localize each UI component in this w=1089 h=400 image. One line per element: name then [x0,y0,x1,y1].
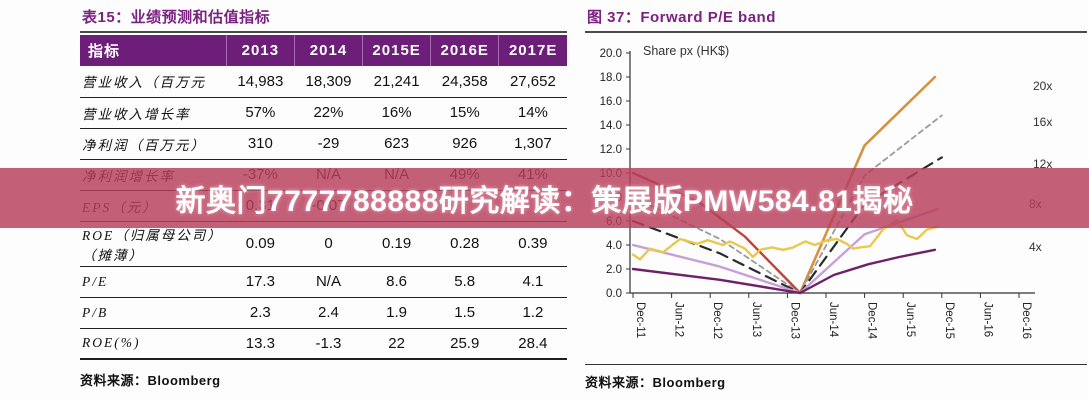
cell-value: 1,307 [498,128,567,160]
chart-title: 图 37：Forward P/E band [585,4,1087,33]
y-tick-label: 16.0 [600,96,622,108]
col-header-2015E: 2015E [362,35,431,66]
band-label-12x: 12x [1033,157,1052,171]
col-header-2014: 2014 [293,35,363,66]
cell-value: 57% [226,97,295,129]
cell-value: 16% [362,97,431,129]
cell-value: 22 [362,328,431,360]
row-label: ROE（归属母公司）（摊薄） [80,221,227,267]
x-tick-label: Jun-14 [827,302,839,338]
cell-value: 14% [498,97,567,129]
table-header-row: 指标 2013 2014 2015E 2016E 2017E [80,35,567,66]
table-row: P/B 2.3 2.4 1.9 1.5 1.2 [80,297,567,329]
overlay-banner: 新奥门7777788888研究解读：策展版PMW584.81揭秘 [0,168,1089,228]
table-title: 表15：业绩预测和估值指标 [80,4,567,33]
cell-value: 17.3 [226,266,295,298]
cell-value: 28.4 [498,328,567,360]
band-label-4x: 4x [1029,240,1042,254]
row-label: 营业收入（百万元 [80,66,227,98]
cell-value: -1.3 [294,328,363,360]
cell-value: 0.28 [430,221,499,267]
x-tick-label: Dec-12 [711,302,723,339]
cell-value: 0.19 [362,221,431,267]
series-pe-20x-rising [798,75,937,295]
y-tick-label: 4.0 [606,240,622,252]
cell-value: 1.2 [498,297,567,329]
cell-value: 0 [294,221,363,267]
x-tick-label: Dec-14 [866,302,878,340]
cell-value: 2.3 [226,297,295,329]
cell-value: 27,652 [498,66,567,98]
cell-value: 1.5 [430,297,499,329]
table-row: 营业收入（百万元 14,983 18,309 21,241 24,358 27,652 [80,66,567,98]
overlay-banner-text: 新奥门7777788888研究解读：策展版PMW584.81揭秘 [175,185,914,218]
band-label-16x: 16x [1033,115,1052,129]
cell-value: 0.09 [226,221,295,267]
y-tick-label: 18.0 [600,72,622,84]
table-source: 资料来源：Bloomberg [80,373,221,388]
cell-value: 926 [430,128,499,160]
row-label: 营业收入增长率 [80,97,227,129]
cell-value: 21,241 [362,66,431,98]
cell-value: 1.9 [362,297,431,329]
cell-value: 0.39 [498,221,567,267]
cell-value: 22% [294,97,363,129]
row-label: P/E [80,266,227,298]
y-tick-label: 12.0 [600,144,622,156]
row-label: ROE(%) [80,328,227,360]
table-row: 净利润（百万元） 310 -29 623 926 1,307 [80,128,567,160]
band-label-20x: 20x [1033,79,1052,93]
y-axis-unit-label: Share px (HK$) [643,44,729,58]
col-header-2017E: 2017E [498,35,567,66]
y-tick-label: 20.0 [600,48,622,60]
y-tick-label: 14.0 [600,120,622,132]
cell-value: 5.8 [430,266,499,298]
x-tick-label: Dec-16 [1020,302,1032,339]
y-tick-label: 2.0 [606,264,622,276]
x-tick-label: Jun-16 [981,302,993,337]
col-header-metric: 指标 [80,35,227,66]
table-row: ROE(%) 13.3 -1.3 22 25.9 28.4 [80,328,567,360]
cell-value: 8.6 [362,266,431,298]
col-header-2016E: 2016E [430,35,499,66]
col-header-2013: 2013 [225,35,295,66]
series-pe-4x [631,248,937,295]
row-label: 净利润（百万元） [80,128,227,160]
row-label: P/B [80,297,227,329]
x-tick-label: Dec-11 [634,302,646,338]
x-tick-label: Jun-12 [673,302,685,337]
x-tick-label: Jun-15 [904,302,916,337]
cell-value: 14,983 [226,66,295,98]
cell-value: 2.4 [294,297,363,329]
cell-value: N/A [294,266,363,298]
x-tick-label: Dec-15 [943,302,955,339]
x-tick-label: Jun-13 [750,302,762,337]
cell-value: 623 [362,128,431,160]
table-row: 营业收入增长率 57% 22% 16% 15% 14% [80,97,567,129]
table-row: ROE（归属母公司）（摊薄） 0.09 0 0.19 0.28 0.39 [80,221,567,267]
cell-value: 25.9 [430,328,499,360]
cell-value: 310 [226,128,295,160]
cell-value: 18,309 [294,66,363,98]
cell-value: 4.1 [498,266,567,298]
cell-value: 13.3 [226,328,295,360]
table-row: P/E 17.3 N/A 8.6 5.8 4.1 [80,266,567,298]
y-tick-label: 0.0 [606,288,622,300]
cell-value: 24,358 [430,66,499,98]
cell-value: -29 [294,128,363,160]
x-tick-label: Dec-13 [788,302,800,339]
cell-value: 15% [430,97,499,129]
chart-source: 资料来源：Bloomberg [585,364,1087,391]
